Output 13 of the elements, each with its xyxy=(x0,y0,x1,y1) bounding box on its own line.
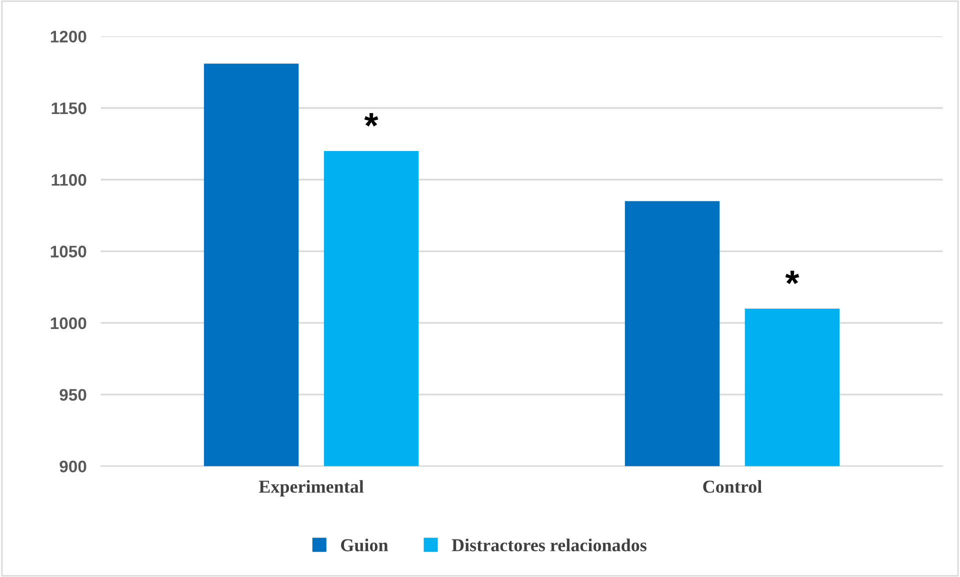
legend-label: Distractores relacionados xyxy=(452,538,646,552)
annotation: * xyxy=(364,113,378,127)
x-tick-label: Control xyxy=(703,480,762,493)
y-tick-label: 1000 xyxy=(50,317,86,330)
y-tick-label: 1200 xyxy=(50,30,86,43)
y-tick-label: 900 xyxy=(60,460,86,472)
y-tick-label: 1150 xyxy=(52,102,86,114)
y-tick-label: 950 xyxy=(60,388,86,401)
y-tick-label: 1100 xyxy=(52,174,86,186)
legend-label: Guion xyxy=(341,538,388,552)
x-tick-label: Experimental xyxy=(258,480,364,496)
annotation: * xyxy=(785,270,800,284)
y-tick-label: 1050 xyxy=(50,246,86,258)
